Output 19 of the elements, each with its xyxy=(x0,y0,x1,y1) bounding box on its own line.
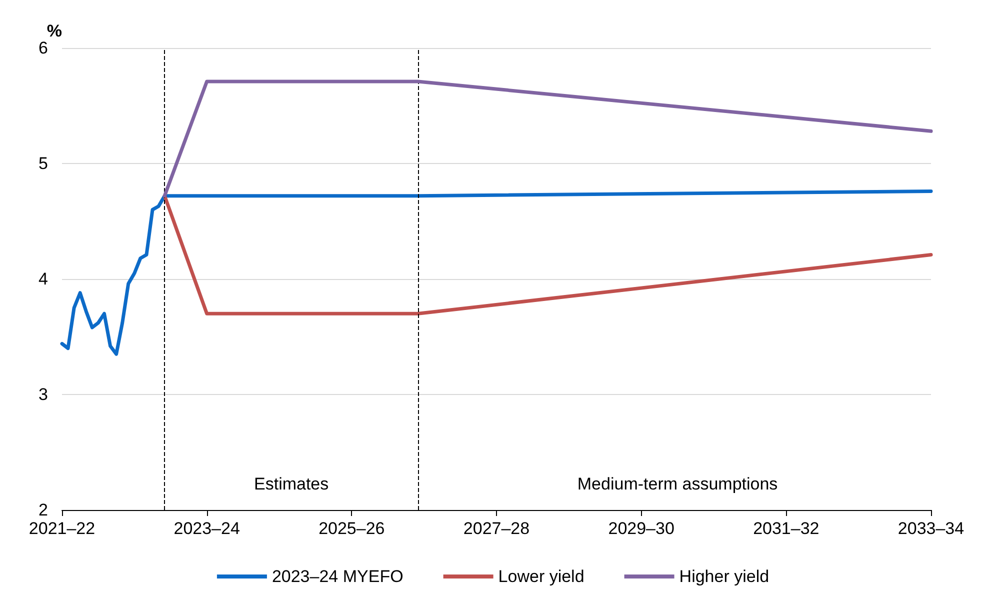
y-tick-label: 5 xyxy=(38,154,48,173)
annotation: Medium-term assumptions xyxy=(577,474,778,494)
x-tick-label: 2025–26 xyxy=(318,519,385,538)
y-tick-label: 4 xyxy=(38,270,48,288)
legend-label: 2023–24 MYEFO xyxy=(272,567,404,586)
x-tick-label: 2031–32 xyxy=(753,519,820,538)
y-tick-label: 2 xyxy=(38,500,48,520)
x-tick-label: 2023–24 xyxy=(174,519,240,538)
y-tick-label: 3 xyxy=(38,385,48,404)
line-series xyxy=(60,189,933,356)
legend-label: Lower yield xyxy=(498,567,584,586)
y-axis-title: % xyxy=(46,22,62,41)
annotation: Estimates xyxy=(254,474,329,494)
x-tick-label: 2029–30 xyxy=(608,519,674,538)
x-tick-label: 2033–34 xyxy=(898,519,964,538)
x-tick-label: 2027–28 xyxy=(463,519,530,538)
x-tick-label: 2021–22 xyxy=(28,519,96,538)
y-tick-label: 6 xyxy=(38,38,48,58)
legend-label: Higher yield xyxy=(679,567,770,586)
